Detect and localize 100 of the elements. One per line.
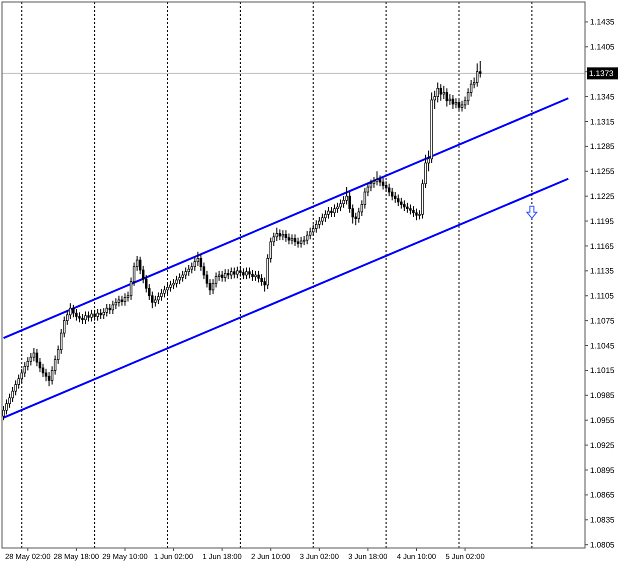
candlestick [388,183,390,197]
candlestick [44,368,48,382]
candlestick [254,270,257,282]
candlestick [220,270,224,282]
y-tick-label: 1.0955 [590,416,616,426]
candlestick [84,311,87,324]
candlestick [390,187,394,201]
candlestick [382,177,384,190]
candlestick [75,308,78,322]
y-tick-label: 1.0805 [590,540,616,550]
y-tick-label: 1.0925 [590,440,616,450]
candlestick [440,84,442,102]
candlestick [442,85,446,100]
candlestick [105,304,108,317]
candlestick [412,206,415,218]
candlestick [96,308,99,322]
y-tick-label: 1.1135 [590,266,614,276]
candlestick [230,267,233,280]
candlestick [339,198,342,212]
candlestick [321,213,324,226]
candlestick [336,202,339,214]
candlestick [452,94,454,110]
candlestick [294,234,296,246]
y-tick-label: 1.1255 [590,167,616,176]
y-tick-label: 1.1315 [590,117,616,126]
candlestick [187,264,190,276]
candlestick [403,200,406,212]
y-tick-label: 1.0985 [590,391,616,400]
candlestick [108,304,112,314]
candlestick [78,312,81,323]
candlestick [400,197,403,210]
y-tick-label: 1.1225 [590,192,616,201]
candlestick [454,98,458,109]
candlestick [175,275,178,288]
candlestick [32,348,36,362]
candlestick [236,266,239,279]
y-tick-label: 1.1165 [590,242,614,251]
candlestick [409,204,412,215]
y-tick-label: 1.0895 [590,466,616,475]
candlestick [396,194,400,207]
candlestick [72,304,75,318]
candlestick [226,268,230,280]
candlestick [160,288,163,302]
candlestick [278,228,282,241]
y-tick-label: 1.1405 [590,42,616,52]
y-tick-label: 1.1435 [590,18,616,27]
candlestick [288,233,290,245]
candlestick [172,278,175,290]
candlestick [154,295,157,308]
candlestick [178,272,181,285]
candlestick [81,314,84,324]
candlestick [102,308,105,320]
candlestick [345,186,348,205]
candlestick [248,267,251,279]
candlestick [181,270,184,282]
candlestick [163,285,166,298]
candlestick [318,216,321,230]
candlestick [284,230,288,242]
y-tick-label: 1.1075 [590,316,616,326]
candlestick [114,298,118,310]
candlestick [242,268,245,280]
candlestick [333,204,336,218]
candlestick [282,230,284,241]
y-tick-label: 1.1015 [590,366,616,376]
y-tick-label: 1.1045 [590,341,616,350]
candlestick [415,208,418,221]
y-tick-label: 1.1285 [590,142,616,152]
candlestick [327,206,330,220]
candlestick [99,308,102,320]
candlestick [476,62,478,88]
candlestick [290,234,294,245]
candlestick [315,220,318,234]
y-tick-label: 1.0865 [590,490,616,500]
candlestick [378,174,382,187]
candlestick [48,372,50,387]
candlestick [306,230,308,245]
candlestick [169,280,172,292]
candlestick [330,206,333,218]
candlestick [157,292,160,305]
candlestick [300,236,302,248]
candlestick [87,311,90,322]
candlestick [118,295,120,308]
y-tick-label: 1.1105 [590,292,614,301]
candlestick [251,270,254,282]
candlestick [394,192,396,204]
candlestick [406,202,409,214]
candlestick [446,88,448,108]
candlestick [224,268,226,282]
candlestick [233,267,236,279]
candlestick [370,179,372,192]
y-tick-label: 1.1345 [590,92,616,102]
y-tick-label: 1.1195 [590,216,614,226]
candlestick [184,267,187,280]
candlestick [124,292,126,306]
candlestick [120,295,124,306]
candlestick [448,94,452,106]
candlestick [296,237,300,248]
candlestick [376,170,378,186]
y-tick-label: 1.0835 [590,516,616,525]
candlestick [324,210,327,222]
